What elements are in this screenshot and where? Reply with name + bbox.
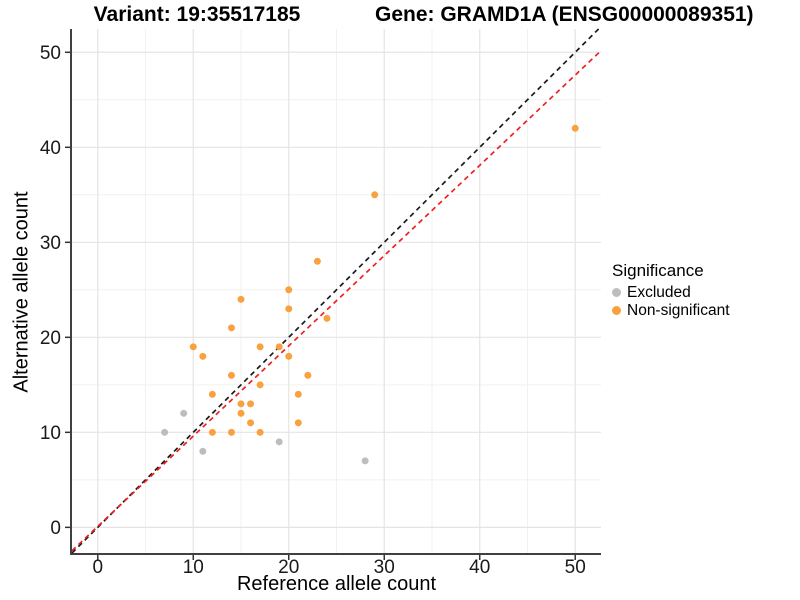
x-axis-title: Reference allele count	[236, 573, 436, 595]
x-tick-label: 10	[183, 557, 204, 578]
identity-line	[71, 28, 600, 554]
data-point-non-significant	[285, 286, 293, 294]
data-point-non-significant	[371, 191, 379, 199]
y-tick-label: 30	[40, 233, 61, 254]
x-tick-label: 20	[278, 557, 299, 578]
legend-title: Significance	[612, 261, 704, 280]
data-point-non-significant	[247, 400, 255, 408]
data-point-non-significant	[227, 428, 235, 436]
data-point-non-significant	[227, 324, 235, 332]
data-point-non-significant	[237, 409, 245, 417]
plot-title-variant: Variant: 19:35517185	[93, 3, 301, 26]
data-point-excluded	[275, 438, 283, 446]
plot-title-gene: Gene: GRAMD1A (ENSG00000089351)	[375, 3, 754, 26]
legend: Significance Excluded Non-significant	[612, 261, 797, 319]
data-point-excluded	[180, 409, 188, 417]
legend-item-label: Non-significant	[627, 301, 730, 319]
data-point-non-significant	[256, 381, 264, 389]
data-point-non-significant	[208, 428, 216, 436]
y-tick-label: 40	[40, 138, 61, 159]
legend-item-label: Excluded	[627, 283, 691, 301]
x-tick-label: 50	[565, 557, 586, 578]
data-point-excluded	[199, 447, 207, 455]
y-tick-label: 50	[40, 43, 61, 64]
data-point-non-significant	[313, 257, 321, 265]
data-point-non-significant	[256, 343, 264, 351]
data-point-excluded	[361, 457, 369, 465]
fit-line	[71, 50, 602, 552]
y-tick-label: 0	[50, 518, 61, 539]
data-point-non-significant	[189, 343, 197, 351]
legend-item-excluded: Excluded	[612, 284, 797, 301]
data-point-non-significant	[199, 352, 207, 360]
data-point-non-significant	[285, 305, 293, 313]
data-point-non-significant	[227, 371, 235, 379]
data-point-non-significant	[237, 400, 245, 408]
x-tick-label: 40	[469, 557, 490, 578]
x-tick-label: 0	[92, 557, 103, 578]
legend-item-non-significant: Non-significant	[612, 302, 797, 319]
x-tick-label: 30	[374, 557, 395, 578]
excluded-dot-icon	[612, 288, 621, 297]
data-point-non-significant	[275, 343, 283, 351]
data-point-non-significant	[294, 390, 302, 398]
data-point-non-significant	[571, 124, 579, 132]
data-point-non-significant	[323, 314, 331, 322]
data-point-non-significant	[304, 371, 312, 379]
y-tick-label: 10	[40, 423, 61, 444]
data-point-non-significant	[237, 295, 245, 303]
y-axis-title: Alternative allele count	[10, 191, 33, 393]
data-point-excluded	[161, 428, 169, 436]
non-significant-dot-icon	[612, 306, 621, 315]
data-point-non-significant	[285, 352, 293, 360]
y-tick-label: 20	[40, 328, 61, 349]
data-point-non-significant	[208, 390, 216, 398]
data-point-non-significant	[247, 419, 255, 427]
data-point-non-significant	[294, 419, 302, 427]
data-point-non-significant	[256, 428, 264, 436]
